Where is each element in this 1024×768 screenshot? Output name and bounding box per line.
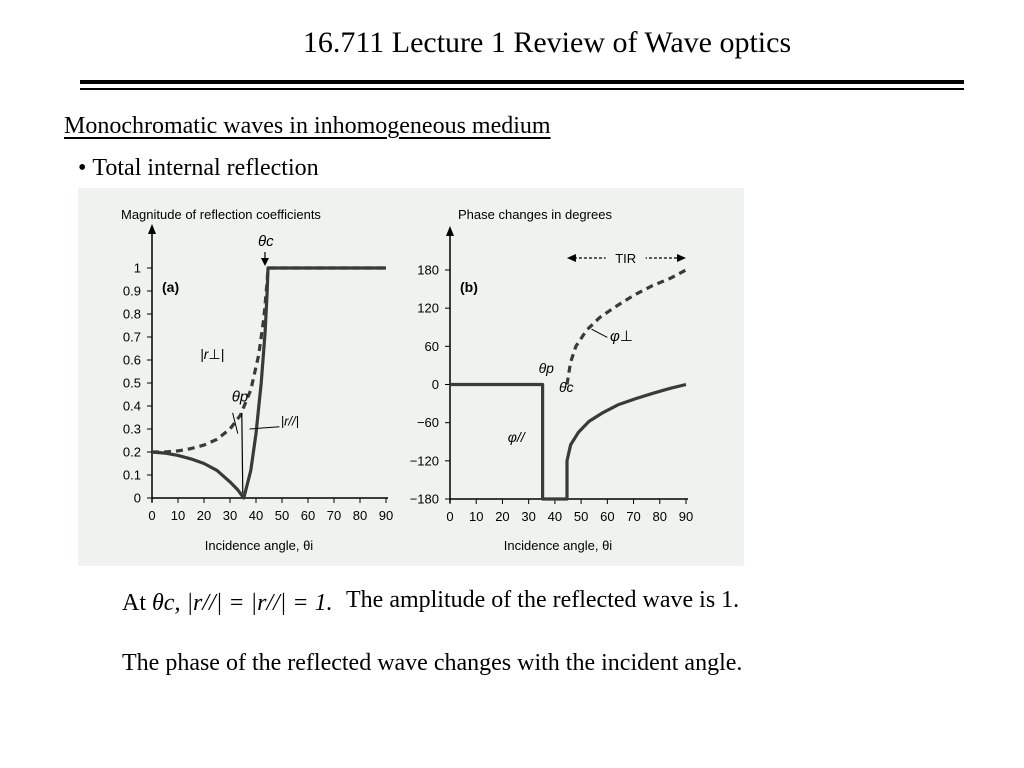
panel-a-perp-series-label: |r⊥| [200, 346, 224, 362]
panel-b-series-perp-line [565, 268, 687, 385]
panel-b-x-tick-label: 50 [574, 509, 588, 524]
panel-a-x-tick-label: 80 [353, 508, 367, 523]
panel-b-title: Phase changes in degrees [458, 207, 612, 222]
panel-a-y-tick-label: 0.1 [123, 468, 141, 483]
equation-theta-c: θc, [152, 590, 181, 616]
panel-b-x-tick-label: 20 [495, 509, 509, 524]
panel-b-perp-label-pointer [591, 328, 608, 338]
panel-a-perp-label-pointer [232, 412, 239, 434]
panel-b-series-par-line [450, 382, 687, 501]
panel-b-y-tick-label: 0 [432, 377, 439, 392]
panel-a-x-tick-label: 40 [249, 508, 263, 523]
reflection-figure: 0 10 20 30 40 50 60 70 80 90 0 0.1 0.2 0.3 0.4 0.5 0.6 0.… [78, 188, 744, 566]
panel-a-x-tick-label: 20 [197, 508, 211, 523]
panel-a-label: (a) [162, 279, 179, 295]
panel-a-y-tick-label: 0.9 [123, 284, 141, 299]
panel-b-y-tick-label: −180 [410, 492, 439, 507]
panel-b-x-tick-label: 60 [600, 509, 614, 524]
panel-a-x-tick-label: 10 [171, 508, 185, 523]
panel-a-y-tick-label: 0.7 [123, 330, 141, 345]
title-rule-thin [80, 88, 964, 90]
panel-a-y-axis-arrow-icon [148, 224, 156, 234]
panel-a-brewster-label: θp [232, 388, 248, 405]
reflection-charts-svg: 0 10 20 30 40 50 60 70 80 9000.10.20.30.40.50.60.… [121, 207, 693, 553]
panel-a-y-tick-label: 0.2 [123, 445, 141, 460]
panel-b-tir-left-arrow-icon [566, 254, 576, 262]
panel-a-title: Magnitude of reflection coefficients [121, 207, 321, 222]
panel-a-x-tick-label: 60 [301, 508, 315, 523]
panel-b-par-series-label: φ// [508, 429, 527, 445]
panel-a-brewster-pointer [241, 412, 244, 494]
panel-b-x-tick-label: 40 [548, 509, 562, 524]
panel-b-x-tick-label: 90 [679, 509, 693, 524]
panel-b-y-tick-label: −60 [417, 415, 439, 430]
panel-b-y-tick-label: 60 [425, 339, 439, 354]
bullet-item: • Total internal reflection [78, 155, 319, 182]
panel-b-x-tick-label: 10 [469, 509, 483, 524]
panel-a-x-tick-label: 50 [275, 508, 289, 523]
panel-a-par-series-label: |r//| [281, 414, 299, 429]
equation-expression: |r//| = |r//| = 1. [186, 590, 333, 616]
panel-b-y-axis-arrow-icon [446, 226, 454, 236]
panel-b-x-tick-label: 70 [626, 509, 640, 524]
panel-a-y-tick-label: 0.5 [123, 376, 141, 391]
panel-a-critical-arrow-icon [260, 258, 269, 266]
phase-note: The phase of the reflected wave changes … [122, 650, 743, 676]
panel-b-perp-series-label: φ⊥ [610, 328, 633, 345]
panel-a-par-label-pointer [249, 426, 280, 430]
panel-b-x-tick-label: 80 [653, 509, 667, 524]
slide-title: 16.711 Lecture 1 Review of Wave optics [302, 26, 792, 59]
panel-b-x-tick-label: 30 [521, 509, 535, 524]
panel-a-x-tick-label: 90 [379, 508, 393, 523]
title-rule-thick [80, 80, 964, 84]
panel-b-label: (b) [460, 279, 478, 295]
panel-b-x-tick-label: 0 [446, 509, 453, 524]
panel-b-critical-label: θc [559, 379, 574, 395]
panel-a-series-perp-line [152, 266, 386, 454]
panel-b-brewster-label: θp [539, 360, 555, 376]
panel-b-tir-right-arrow-icon [677, 254, 686, 262]
panel-b-y-tick-label: −120 [410, 453, 439, 468]
panel-a-x-tick-label: 0 [148, 508, 155, 523]
panel-a-series-par-line [151, 266, 386, 500]
equation-prefix: At [122, 590, 146, 616]
panel-a-y-tick-label: 0.3 [123, 422, 141, 437]
panel-b-tir-label: TIR [615, 251, 636, 266]
panel-b-y-tick-label: 180 [417, 263, 439, 278]
critical-angle-equation: At θc, |r//| = |r//| = 1. [122, 590, 333, 617]
bullet-dot-icon: • [78, 155, 87, 181]
bullet-text: Total internal reflection [92, 155, 319, 181]
panel-a-x-axis-label: Incidence angle, θi [205, 538, 314, 553]
panel-a-x-tick-label: 70 [327, 508, 341, 523]
panel-a-y-tick-label: 0.8 [123, 307, 141, 322]
panel-a-x-tick-label: 30 [223, 508, 237, 523]
panel-a-y-tick-label: 0 [134, 491, 141, 506]
panel-b-tir-label-bg [605, 249, 646, 265]
panel-a-y-tick-label: 0.4 [123, 399, 141, 414]
panel-a-critical-label: θc [258, 233, 274, 250]
panel-b-y-tick-label: 120 [417, 301, 439, 316]
amplitude-note: The amplitude of the reflected wave is 1… [346, 587, 740, 613]
panel-a-y-tick-label: 1 [134, 261, 141, 276]
section-heading: Monochromatic waves in inhomogeneous med… [64, 113, 551, 139]
panel-a-y-tick-label: 0.6 [123, 353, 141, 368]
panel-b-x-axis-label: Incidence angle, θi [504, 538, 613, 553]
